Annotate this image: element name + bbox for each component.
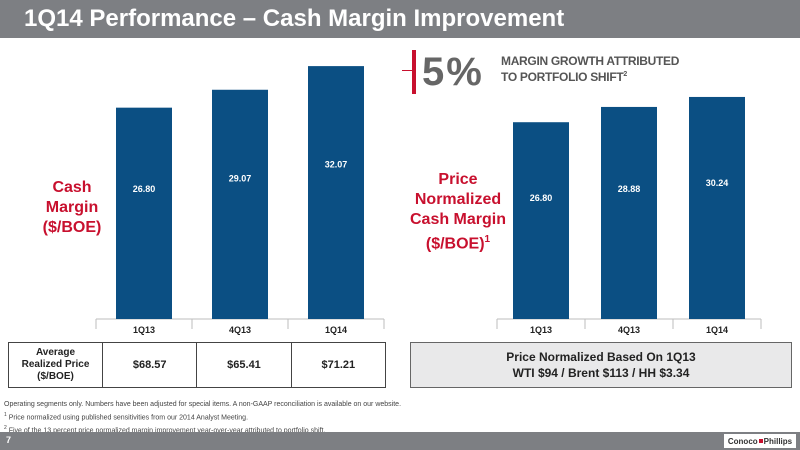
bar-1q13 bbox=[513, 122, 569, 319]
tick-label: 1Q14 bbox=[325, 325, 347, 335]
data-label: 26.80 bbox=[530, 193, 553, 203]
normalized-label-line-1: Price bbox=[438, 171, 478, 188]
callout-accent-line bbox=[402, 70, 414, 71]
data-label: 26.80 bbox=[133, 184, 156, 194]
price-cell-4q13: $65.41 bbox=[196, 342, 292, 388]
cash-margin-chart: 26.80 1Q13 29.07 4Q13 32.07 1Q14 bbox=[95, 66, 385, 335]
normalized-box-line-1: Price Normalized Based On 1Q13 bbox=[506, 350, 696, 364]
logo-text-right: Phillips bbox=[763, 436, 793, 446]
normalized-label-line-2: Normalized bbox=[414, 191, 502, 208]
normalized-label-line-3: Cash Margin bbox=[409, 211, 506, 228]
tick-label: 1Q13 bbox=[133, 325, 155, 335]
realized-price-header-line-2: Realized Price bbox=[21, 359, 90, 370]
footnotes: Operating segments only. Numbers have be… bbox=[4, 400, 704, 437]
realized-price-header-line-3: ($/BOE) bbox=[37, 371, 74, 382]
footnote-1: 1 Price normalized using published sensi… bbox=[4, 410, 704, 423]
cash-margin-label-line-2: Margin bbox=[45, 199, 99, 216]
tick-label: 1Q14 bbox=[706, 325, 728, 335]
bar-1q14 bbox=[308, 66, 364, 320]
page-title: 1Q14 Performance – Cash Margin Improveme… bbox=[24, 5, 565, 32]
data-label: 30.24 bbox=[706, 178, 729, 188]
cash-margin-label: Cash Margin ($/BOE) bbox=[30, 178, 114, 238]
tick-label: 1Q13 bbox=[530, 325, 552, 335]
callout-red-bar bbox=[412, 50, 416, 94]
normalized-margin-label: Price Normalized Cash Margin ($/BOE)1 bbox=[408, 170, 508, 254]
bar-4q13 bbox=[212, 89, 268, 319]
logo-text-left: Conoco bbox=[727, 436, 758, 446]
footnote-2-text: Five of the 13 percent price normalized … bbox=[7, 428, 326, 435]
right-panel: 5% MARGIN GROWTH ATTRIBUTED TO PORTFOLIO… bbox=[400, 42, 800, 392]
conocophillips-logo: Conoco Phillips bbox=[724, 434, 796, 448]
callout-line-2: TO PORTFOLIO SHIFT bbox=[501, 70, 624, 84]
tick-label: 4Q13 bbox=[618, 325, 640, 335]
callout-footnote-marker: 2 bbox=[623, 71, 627, 78]
portfolio-callout: 5% MARGIN GROWTH ATTRIBUTED TO PORTFOLIO… bbox=[412, 50, 679, 94]
realized-price-header-line-1: Average bbox=[35, 347, 76, 358]
callout-percentage: 5% bbox=[422, 50, 484, 94]
data-label: 32.07 bbox=[325, 159, 348, 169]
bottom-bar: 7 Conoco Phillips bbox=[0, 432, 800, 450]
normalized-label-line-4: ($/BOE) bbox=[425, 235, 485, 253]
data-label: 29.07 bbox=[229, 173, 252, 183]
left-panel: Cash Margin ($/BOE) 26.80 1Q13 29.07 4Q13 32… bbox=[0, 42, 400, 392]
footnote-line-1: Operating segments only. Numbers have be… bbox=[4, 401, 402, 408]
tick-label: 4Q13 bbox=[229, 325, 251, 335]
normalized-box-line-2: WTI $94 / Brent $113 / HH $3.34 bbox=[512, 366, 690, 380]
cash-margin-label-line-1: Cash bbox=[52, 179, 92, 196]
footnote-1-marker: 1 bbox=[4, 412, 7, 418]
bar-4q13 bbox=[601, 106, 657, 319]
bar-1q14 bbox=[689, 96, 745, 319]
callout-line-1: MARGIN GROWTH ATTRIBUTED bbox=[501, 54, 680, 68]
footnote-2-marker: 2 bbox=[4, 425, 7, 432]
table-row: Average Realized Price ($/BOE) $68.57 $6… bbox=[8, 342, 387, 388]
footnote-1-text: Price normalized using published sensiti… bbox=[6, 414, 249, 422]
title-bar: 1Q14 Performance – Cash Margin Improveme… bbox=[0, 0, 800, 38]
page-number: 7 bbox=[6, 435, 12, 445]
data-label: 28.88 bbox=[618, 184, 641, 194]
footnote-2: 2 Five of the 13 percent price normalize… bbox=[4, 423, 704, 436]
realized-price-header: Average Realized Price ($/BOE) bbox=[8, 342, 103, 388]
callout-description: MARGIN GROWTH ATTRIBUTED TO PORTFOLIO SH… bbox=[501, 54, 701, 84]
price-cell-1q13: $68.57 bbox=[101, 342, 198, 388]
realized-price-table: Average Realized Price ($/BOE) $68.57 $6… bbox=[8, 342, 387, 388]
price-cell-1q14: $71.21 bbox=[290, 342, 387, 388]
normalized-label-footnote: 1 bbox=[484, 234, 491, 245]
normalized-margin-chart: 26.80 1Q13 28.88 4Q13 30.24 1Q14 bbox=[496, 96, 762, 335]
bar-1q13 bbox=[116, 107, 172, 319]
logo-dot-icon bbox=[758, 439, 763, 443]
price-normalized-box: Price Normalized Based On 1Q13 WTI $94 /… bbox=[410, 342, 792, 388]
cash-margin-label-line-3: ($/BOE) bbox=[42, 219, 102, 236]
